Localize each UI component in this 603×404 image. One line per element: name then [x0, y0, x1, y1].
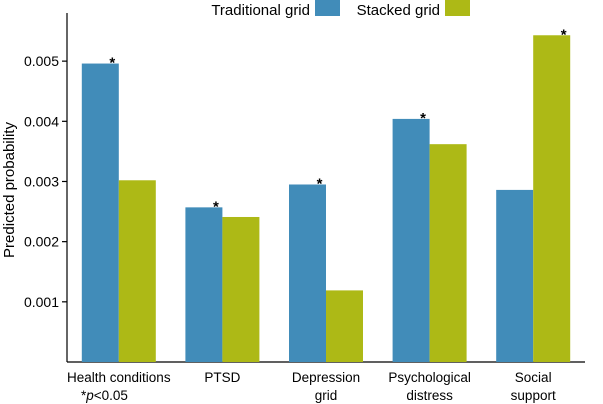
- y-tick-label: 0.005: [24, 53, 59, 69]
- y-axis-title: Predicted probability: [1, 122, 18, 258]
- significance-note: *p<0.05: [81, 388, 128, 403]
- x-tick-label: Social support: [511, 370, 556, 403]
- significance-star: *: [317, 175, 323, 192]
- bar: [289, 184, 326, 362]
- significance-markers: * * * * *: [109, 26, 566, 215]
- significance-star: *: [420, 110, 426, 127]
- y-tick-label: 0.004: [24, 113, 59, 129]
- x-axis: Health conditions PTSD Depression grid Psych…: [67, 361, 585, 403]
- legend: Traditional grid Stacked grid: [211, 0, 470, 19]
- significance-star: *: [109, 55, 115, 72]
- significance-star: *: [561, 26, 567, 43]
- legend-swatch: [445, 0, 470, 16]
- bar: [185, 207, 223, 362]
- bar: [326, 290, 363, 362]
- significance-star: *: [213, 198, 219, 215]
- legend-label: Stacked grid: [357, 2, 440, 19]
- x-tick-label: PTSD: [204, 370, 240, 385]
- bars: [81, 35, 571, 363]
- legend-swatch: [315, 0, 340, 16]
- bar: [118, 180, 156, 362]
- bar: [222, 216, 260, 362]
- y-axis: 0.001 0.002 0.003 0.004 0.005: [24, 13, 68, 362]
- legend-label: Traditional grid: [211, 2, 310, 19]
- bar: [81, 63, 119, 362]
- bar: [533, 35, 571, 362]
- bar: [496, 189, 534, 362]
- x-tick-label: Health conditions: [67, 370, 171, 385]
- y-tick-label: 0.003: [24, 173, 59, 189]
- y-tick-label: 0.001: [24, 294, 59, 310]
- bar: [429, 144, 467, 362]
- y-tick-label: 0.002: [24, 234, 59, 250]
- x-tick-label: Depression grid: [292, 370, 360, 403]
- bar: [392, 118, 430, 363]
- x-tick-label: Psychological distress: [388, 370, 471, 403]
